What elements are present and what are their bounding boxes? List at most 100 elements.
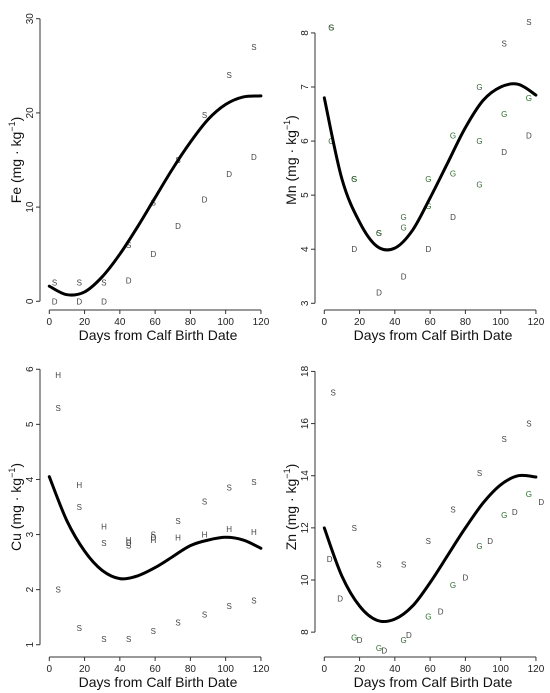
data-point-s: S [126,542,131,551]
data-point-g: G [450,581,456,590]
data-point-g: G [450,170,456,179]
data-point-s: S [77,278,82,287]
data-point-s: S [175,517,180,526]
data-point-h: H [202,531,208,540]
data-point-g: G [476,542,482,551]
data-point-s: S [329,24,334,33]
data-point-d: D [251,153,257,162]
data-point-s: S [376,560,381,569]
data-point-d: D [52,297,58,306]
data-point-s: S [526,18,531,27]
y-tick-label: 6 [25,366,36,372]
x-axis-title: Days from Calf Birth Date [354,674,513,690]
data-point-g: G [476,137,482,146]
fe-panel: 0 20 40 60 80 100 120 0 10 20 30 Days from Calf Bir… [7,13,270,343]
data-point-d: D [376,288,382,297]
fitted-curve [47,94,263,297]
data-point-g: G [401,636,407,645]
y-tick-label: 12 [300,522,311,534]
data-point-g: G [376,229,382,238]
fitted-curve [322,473,538,624]
data-point-s: S [202,111,207,120]
x-tick-label: 0 [322,317,328,328]
data-point-d: D [126,539,132,548]
y-axis-title: Cu (mg · kg−1) [7,463,24,551]
y-tick-label: 10 [25,201,36,213]
x-axis-title: Days from Calf Birth Date [79,674,238,690]
x-tick-label: 80 [185,664,197,675]
y-axis-title: Zn (mg · kg−1) [282,464,299,551]
x-tick-label: 20 [354,664,366,675]
data-point-d: D [401,272,407,281]
x-tick-label: 0 [47,664,53,675]
data-point-s: S [401,560,406,569]
data-point-s: S [227,484,232,493]
data-point-s: S [352,175,357,184]
x-axis-title: Days from Calf Birth Date [354,327,513,343]
x-tick-label: 120 [528,317,545,328]
data-point-s: S [202,610,207,619]
data-point-h: H [251,528,257,537]
data-point-g: G [476,180,482,189]
data-point-s: S [77,503,82,512]
zn-panel: 0 20 40 60 80 100 120 8 10 12 14 16 18 Days from Calf… [282,365,545,690]
data-point-g: G [450,132,456,141]
fitted-curve [322,82,538,252]
y-tick-label: 10 [300,574,311,586]
mn-panel: 0 20 40 60 80 100 120 3 4 5 6 7 8 Days from Calf Birt… [282,18,545,343]
data-point-d: D [202,196,208,205]
data-point-d: D [463,573,469,582]
data-point-d: D [327,555,333,564]
y-tick-label: 30 [25,13,36,25]
y-tick-label: 0 [25,298,36,304]
y-tick-label: 8 [300,30,311,36]
y-tick-label: 20 [25,107,36,119]
x-tick-label: 120 [528,664,545,675]
data-point-d: D [76,297,82,306]
data-point-d: D [487,537,493,546]
x-tick-label: 0 [322,664,328,675]
x-tick-label: 40 [389,317,401,328]
y-axis-title: Fe (mg · kg−1) [7,117,24,204]
x-tick-label: 100 [217,317,234,328]
data-point-h: H [150,536,156,545]
data-point-s: S [526,420,531,429]
data-point-g: G [526,490,532,499]
data-point-g: G [351,175,357,184]
x-tick-label: 100 [217,664,234,675]
x-tick-label: 60 [425,664,437,675]
data-point-h: H [226,525,232,534]
fitted-curve [47,475,263,581]
x-tick-label: 80 [460,317,472,328]
data-point-s: S [77,624,82,633]
data-point-s: S [227,71,232,80]
data-point-s: S [126,241,131,250]
y-tick-label: 2 [25,586,36,592]
data-point-g: G [328,24,334,33]
data-point-h: H [126,536,132,545]
y-tick-label: 3 [25,531,36,537]
data-point-d: D [175,222,181,231]
data-point-s: S [227,602,232,611]
data-point-d: D [351,245,357,254]
x-tick-label: 80 [460,664,472,675]
data-point-s: S [101,539,106,548]
x-tick-label: 80 [185,317,197,328]
data-point-s: S [251,478,256,487]
data-point-g: G [476,83,482,92]
data-point-g: G [501,110,507,119]
x-tick-label: 20 [79,317,91,328]
y-tick-label: 16 [300,418,311,430]
data-point-s: S [426,537,431,546]
data-point-d: D [381,646,387,655]
data-point-s: S [502,40,507,49]
data-point-d: D [406,631,412,640]
data-point-s: S [126,635,131,644]
data-point-s: S [151,627,156,636]
data-point-d: D [450,213,456,222]
data-point-s: S [55,586,60,595]
x-tick-label: 20 [354,317,366,328]
data-point-s: S [352,524,357,533]
y-tick-label: 4 [25,476,36,482]
